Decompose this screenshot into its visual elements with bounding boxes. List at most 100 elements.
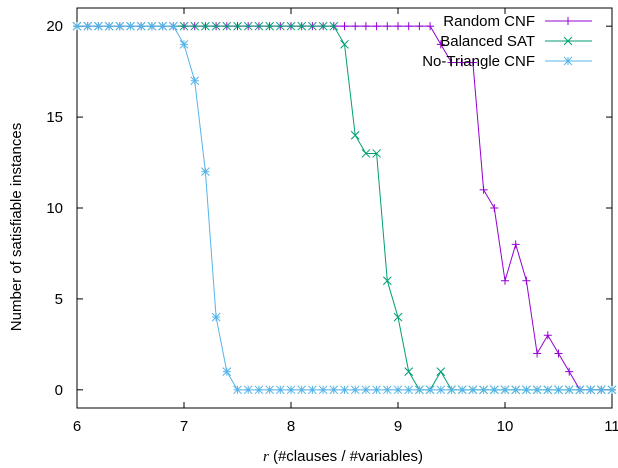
data-point bbox=[554, 385, 563, 395]
series-line bbox=[77, 25, 612, 391]
data-point bbox=[458, 58, 467, 67]
data-point bbox=[340, 22, 349, 31]
x-tick-label: 11 bbox=[604, 418, 618, 435]
data-point bbox=[350, 130, 360, 140]
data-point bbox=[286, 385, 296, 395]
data-point bbox=[222, 21, 232, 31]
data-point bbox=[394, 22, 402, 31]
data-point bbox=[136, 21, 146, 31]
data-point bbox=[586, 385, 595, 395]
x-tick-label: 10 bbox=[497, 418, 514, 435]
data-point bbox=[265, 21, 274, 31]
data-point bbox=[563, 56, 573, 66]
data-point bbox=[447, 385, 456, 395]
data-point bbox=[489, 385, 499, 395]
legend-item: Random CNF bbox=[443, 13, 592, 30]
legend-label: Balanced SAT bbox=[440, 33, 535, 50]
data-point bbox=[340, 385, 349, 395]
data-point bbox=[393, 312, 403, 322]
data-point bbox=[361, 149, 371, 158]
data-point bbox=[243, 385, 253, 395]
x-tick-label: 8 bbox=[287, 418, 295, 435]
data-point bbox=[179, 40, 189, 49]
data-point bbox=[297, 21, 307, 31]
data-point bbox=[554, 349, 563, 358]
data-point bbox=[564, 17, 572, 25]
data-point bbox=[468, 385, 478, 395]
data-point bbox=[72, 21, 82, 31]
data-point bbox=[361, 385, 371, 395]
data-point bbox=[372, 385, 381, 395]
legend-item: Balanced SAT bbox=[440, 33, 592, 50]
data-point bbox=[243, 21, 253, 31]
data-point bbox=[532, 385, 542, 395]
legend-label: Random CNF bbox=[443, 13, 535, 30]
data-point bbox=[329, 385, 339, 395]
data-point bbox=[457, 385, 467, 395]
data-point bbox=[104, 21, 114, 31]
data-point bbox=[543, 385, 553, 395]
data-point bbox=[318, 385, 328, 395]
data-point bbox=[479, 185, 488, 194]
data-point bbox=[511, 240, 520, 249]
y-axis-label: Number of satisfiable instances bbox=[8, 123, 25, 331]
data-point bbox=[425, 385, 435, 395]
data-point bbox=[490, 204, 499, 212]
x-tick-label: 7 bbox=[180, 418, 188, 435]
y-tick-label: 10 bbox=[46, 200, 63, 217]
data-point bbox=[94, 21, 103, 31]
data-point bbox=[468, 58, 477, 67]
data-point bbox=[500, 385, 510, 395]
data-point bbox=[543, 331, 552, 340]
series-no-triangle-cnf bbox=[72, 21, 617, 395]
data-point bbox=[115, 21, 125, 31]
data-point bbox=[179, 21, 189, 31]
data-point bbox=[383, 22, 392, 31]
x-tick-label: 9 bbox=[394, 418, 402, 435]
series-line bbox=[77, 25, 612, 391]
data-point bbox=[522, 385, 531, 395]
data-point bbox=[158, 21, 167, 31]
data-point bbox=[168, 21, 178, 31]
y-tick-label: 0 bbox=[55, 382, 63, 399]
data-point bbox=[361, 22, 370, 31]
data-point bbox=[308, 385, 317, 395]
x-axis-label: r (#clauses / #variables) bbox=[263, 448, 423, 465]
data-point bbox=[404, 22, 413, 31]
data-point bbox=[415, 385, 424, 395]
data-point bbox=[564, 385, 574, 395]
data-point bbox=[372, 22, 381, 31]
data-point bbox=[254, 385, 264, 395]
data-point bbox=[147, 21, 157, 31]
data-point bbox=[308, 21, 317, 31]
y-tick-label: 15 bbox=[46, 109, 63, 126]
data-point bbox=[275, 385, 285, 395]
data-point bbox=[393, 385, 403, 395]
data-point bbox=[596, 385, 606, 395]
data-point bbox=[329, 21, 339, 31]
data-point bbox=[211, 312, 221, 322]
data-point bbox=[297, 385, 307, 395]
data-point bbox=[426, 22, 435, 31]
data-point bbox=[607, 385, 617, 395]
legend: Random CNF Balanced SAT No-Triangle CNF bbox=[422, 13, 592, 70]
data-point bbox=[447, 58, 456, 67]
data-point bbox=[565, 367, 574, 376]
data-point bbox=[318, 21, 328, 31]
data-point bbox=[83, 21, 93, 31]
x-axis-label-variable: r bbox=[263, 449, 269, 465]
legend-item: No-Triangle CNF bbox=[422, 53, 592, 70]
y-tick-label: 5 bbox=[55, 291, 63, 308]
plot-area: 6 7 8 9 10 11 0 5 10 15 20 bbox=[46, 7, 618, 435]
series-random-cnf bbox=[73, 22, 616, 394]
data-point bbox=[126, 21, 135, 31]
data-point bbox=[436, 385, 446, 395]
y-tick-label: 20 bbox=[46, 18, 63, 35]
data-point bbox=[222, 367, 232, 376]
x-axis-label-text: (#clauses / #variables) bbox=[269, 448, 423, 465]
data-point bbox=[382, 276, 392, 286]
data-point bbox=[190, 76, 200, 86]
data-point bbox=[233, 21, 242, 31]
data-point bbox=[404, 367, 414, 376]
